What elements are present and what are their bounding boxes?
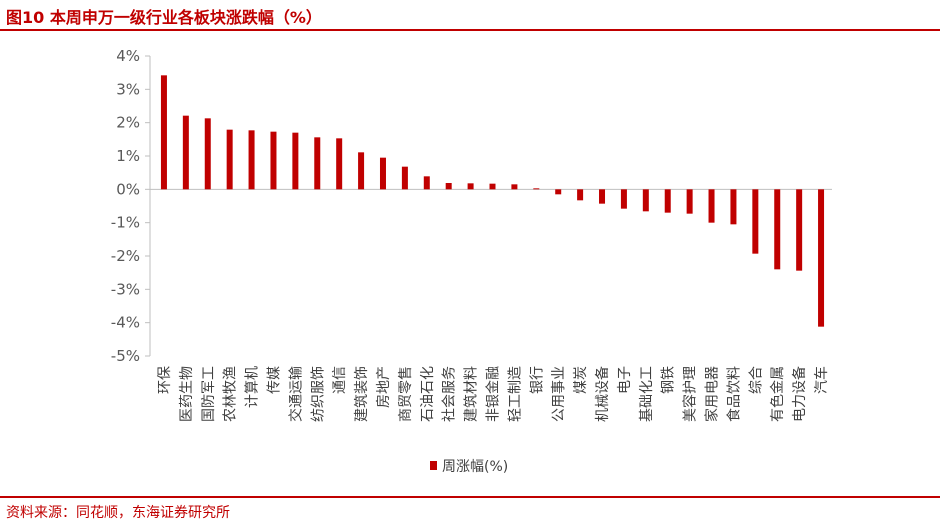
x-axis-labels: 环保 医药生物 国防军工 农林牧渔 计算机 传媒 交通运输 纺织服饰 通信 建筑装饰 房地产 商贸零售… <box>157 366 830 422</box>
bar <box>708 189 715 223</box>
legend-swatch <box>430 461 437 470</box>
y-axis: 4% 3% 2% 1% 0% -1% -2% -3% -4% -5% <box>111 47 832 365</box>
x-category-label: 汽车 <box>813 366 830 394</box>
x-category-label: 公用事业 <box>551 366 567 422</box>
bar <box>818 189 825 327</box>
bar-series <box>160 75 825 327</box>
x-category-label: 机械设备 <box>594 366 611 422</box>
bar <box>226 129 233 190</box>
bar <box>445 183 452 190</box>
legend: 周涨幅(%) <box>430 459 508 475</box>
bar <box>730 189 737 225</box>
footer-divider <box>0 496 940 498</box>
bar <box>511 184 518 190</box>
bar <box>533 188 540 190</box>
legend-label: 周涨幅(%) <box>442 459 508 475</box>
x-category-label: 国防军工 <box>201 366 217 422</box>
bar <box>401 166 408 190</box>
bar <box>248 130 255 190</box>
x-category-label: 商贸零售 <box>398 366 414 422</box>
x-category-label: 有色金属 <box>769 366 786 422</box>
x-category-label: 食品饮料 <box>725 366 742 422</box>
x-category-label: 电子 <box>617 366 633 394</box>
x-category-label: 纺织服饰 <box>310 366 326 422</box>
bar <box>555 189 562 195</box>
y-tick-label: 3% <box>116 80 140 98</box>
x-category-label: 非银金融 <box>486 366 502 422</box>
bar <box>774 189 781 270</box>
bar <box>270 131 277 190</box>
x-category-label: 家用电器 <box>704 366 721 422</box>
bar <box>489 183 496 190</box>
x-category-label: 综合 <box>748 366 764 394</box>
bar <box>314 137 321 190</box>
x-category-label: 轻工制造 <box>507 366 523 422</box>
x-category-label: 环保 <box>157 366 173 394</box>
bar <box>204 118 211 190</box>
title-divider <box>0 29 940 31</box>
bar <box>182 115 189 190</box>
y-tick-label: 1% <box>116 147 140 165</box>
bar <box>358 152 365 190</box>
x-category-label: 计算机 <box>245 366 261 408</box>
x-category-label: 医药生物 <box>179 366 195 422</box>
source-note: 资料来源：同花顺，东海证券研究所 <box>6 505 230 521</box>
bar <box>336 138 343 190</box>
bar <box>577 189 584 201</box>
x-category-label: 交通运输 <box>287 366 304 422</box>
bar <box>599 189 606 204</box>
bar <box>292 132 299 190</box>
bar <box>796 189 803 271</box>
bar <box>160 75 167 190</box>
x-category-label: 建筑材料 <box>464 366 480 422</box>
x-category-label: 美容护理 <box>682 366 699 422</box>
y-tick-label: -3% <box>111 280 140 298</box>
page-title: 图10 本周申万一级行业各板块涨跌幅（%） <box>6 8 322 27</box>
bar <box>664 189 671 213</box>
x-category-label: 煤炭 <box>573 366 589 394</box>
x-category-label: 社会服务 <box>442 366 458 422</box>
y-tick-label: -2% <box>111 247 140 265</box>
y-tick-label: -4% <box>111 314 140 332</box>
bar <box>620 189 627 209</box>
x-category-label: 传媒 <box>266 366 282 394</box>
bar <box>467 183 474 190</box>
bar <box>642 189 649 212</box>
y-tick-label: 4% <box>116 47 140 65</box>
x-category-label: 银行 <box>529 366 545 394</box>
bar <box>379 157 386 190</box>
bar <box>752 189 759 254</box>
x-category-label: 房地产 <box>376 366 392 408</box>
x-category-label: 农林牧渔 <box>223 366 239 422</box>
y-tick-label: -5% <box>111 347 140 365</box>
y-tick-label: 0% <box>116 180 140 198</box>
x-category-label: 石油石化 <box>420 366 436 422</box>
bar <box>423 176 430 190</box>
y-tick-label: -1% <box>111 214 140 232</box>
x-category-label: 建筑装饰 <box>354 366 370 422</box>
x-category-label: 基础化工 <box>638 366 655 422</box>
x-category-label: 电力设备 <box>791 366 808 422</box>
bar <box>686 189 693 214</box>
y-tick-label: 2% <box>116 114 140 132</box>
x-category-label: 通信 <box>332 366 348 394</box>
x-category-label: 钢铁 <box>661 366 677 394</box>
